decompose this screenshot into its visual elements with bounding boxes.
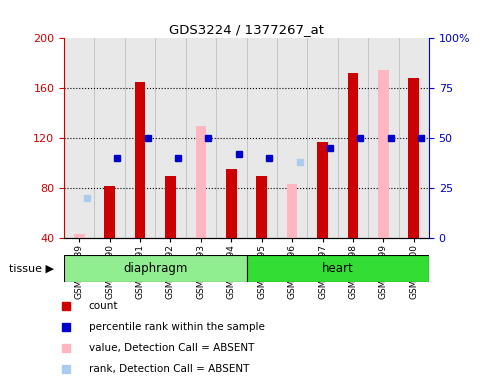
Bar xyxy=(226,169,237,238)
Bar xyxy=(246,255,429,282)
Text: diaphragm: diaphragm xyxy=(123,262,187,275)
Text: rank, Detection Call = ABSENT: rank, Detection Call = ABSENT xyxy=(89,364,249,374)
Text: tissue ▶: tissue ▶ xyxy=(9,264,54,274)
Text: value, Detection Call = ABSENT: value, Detection Call = ABSENT xyxy=(89,343,254,353)
Bar xyxy=(317,142,328,238)
Title: GDS3224 / 1377267_at: GDS3224 / 1377267_at xyxy=(169,23,324,36)
Text: count: count xyxy=(89,301,118,311)
Bar xyxy=(135,82,145,238)
Bar xyxy=(256,176,267,238)
Bar xyxy=(408,78,419,238)
Text: percentile rank within the sample: percentile rank within the sample xyxy=(89,322,265,332)
Bar xyxy=(348,73,358,238)
Bar xyxy=(165,176,176,238)
Text: heart: heart xyxy=(322,262,353,275)
Bar xyxy=(64,255,246,282)
Bar xyxy=(378,70,388,238)
Bar xyxy=(105,186,115,238)
Bar xyxy=(196,126,206,238)
Bar xyxy=(287,184,297,238)
Bar xyxy=(74,234,85,238)
